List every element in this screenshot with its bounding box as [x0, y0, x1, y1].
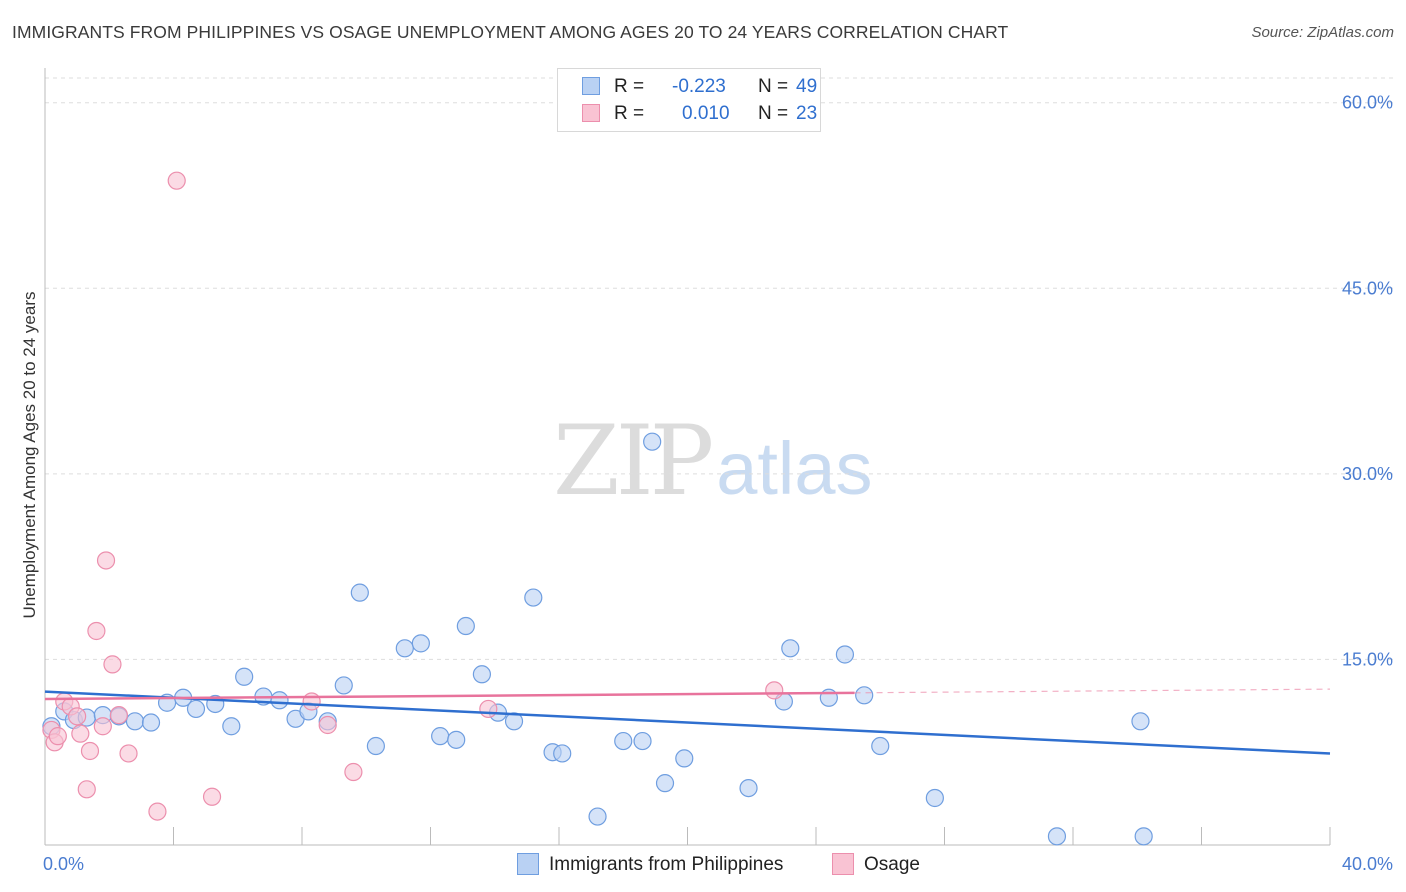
point-philippines [334, 676, 353, 695]
point-philippines [431, 727, 450, 746]
watermark: ZIPatlas [553, 405, 873, 517]
point-philippines [222, 717, 241, 736]
point-osage [96, 551, 116, 570]
chart-title: IMMIGRANTS FROM PHILIPPINES VS OSAGE UNE… [12, 22, 1009, 42]
point-philippines [643, 432, 662, 451]
point-osage [479, 699, 498, 719]
series-label-philippines: Immigrants from Philippines [549, 854, 784, 875]
point-philippines [855, 686, 874, 705]
point-philippines [395, 639, 414, 658]
point-osage [119, 744, 138, 763]
point-philippines [588, 807, 607, 826]
point-osage [202, 787, 222, 806]
point-philippines [1134, 827, 1153, 846]
point-osage [68, 707, 87, 726]
point-philippines [739, 778, 758, 798]
legend-r-label: R = [614, 76, 645, 97]
point-osage [103, 655, 122, 674]
series-swatch-philippines [517, 853, 539, 875]
point-osage [71, 724, 90, 743]
point-osage [167, 171, 186, 190]
legend-n-value: 49 [796, 76, 818, 97]
point-philippines [504, 712, 524, 731]
point-philippines [141, 713, 161, 732]
point-philippines [614, 731, 633, 751]
point-philippines [675, 749, 694, 768]
point-osage [80, 741, 100, 761]
point-philippines [655, 774, 675, 793]
legend-r-label: R = [614, 103, 645, 124]
point-philippines [553, 744, 572, 763]
watermark-atlas: atlas [716, 427, 873, 510]
point-osage [344, 762, 363, 782]
series-legend: Immigrants from Philippines Osage [0, 852, 1406, 878]
point-osage [109, 706, 128, 725]
series-label-osage: Osage [864, 854, 920, 875]
point-philippines [1131, 712, 1150, 731]
legend-r-value: -0.223 [672, 76, 726, 97]
point-philippines [270, 691, 289, 710]
x-tick-label: 40.0% [1342, 854, 1393, 874]
point-philippines [125, 712, 145, 731]
point-philippines [871, 736, 890, 756]
series-swatch-osage [832, 853, 854, 875]
point-osage [77, 780, 96, 799]
trendline-philippines [44, 690, 1331, 755]
point-philippines [411, 634, 430, 653]
point-philippines [472, 665, 491, 684]
legend-n-label: N = [758, 103, 789, 124]
point-osage [148, 802, 167, 821]
point-philippines [366, 736, 385, 756]
legend-n-value: 23 [796, 103, 818, 124]
y-tick-label: 60.0% [1342, 93, 1393, 113]
watermark-zip: ZIP [553, 405, 714, 517]
point-osage [318, 715, 337, 735]
legend-swatch-philippines [582, 77, 600, 95]
point-osage [302, 692, 321, 711]
point-philippines [781, 639, 800, 658]
point-philippines [835, 645, 855, 664]
y-tick-label: 45.0% [1342, 278, 1393, 298]
point-philippines [235, 667, 254, 686]
legend-swatch-osage [582, 104, 600, 122]
legend-r-value: 0.010 [682, 103, 730, 124]
point-osage [765, 681, 784, 700]
y-tick-label: 30.0% [1342, 464, 1393, 484]
point-philippines [633, 731, 652, 751]
point-osage [93, 717, 112, 736]
correlation-legend: R = -0.223 N = 49 R = 0.010 N = 23 [557, 68, 821, 132]
point-philippines [456, 616, 475, 636]
point-philippines [925, 788, 944, 808]
x-tick-label: 0.0% [43, 854, 84, 874]
y-tick-label: 15.0% [1342, 649, 1393, 669]
point-philippines [447, 730, 466, 749]
point-philippines [186, 699, 206, 719]
point-osage [48, 727, 67, 746]
legend-n-label: N = [758, 76, 789, 97]
point-philippines [524, 588, 543, 607]
point-osage [87, 621, 106, 641]
point-philippines [1047, 827, 1067, 846]
point-philippines [350, 583, 369, 602]
source-credit: Source: ZipAtlas.com [1251, 24, 1394, 41]
trendline-osage [44, 691, 855, 701]
trendline-osage-extension [854, 688, 1331, 694]
